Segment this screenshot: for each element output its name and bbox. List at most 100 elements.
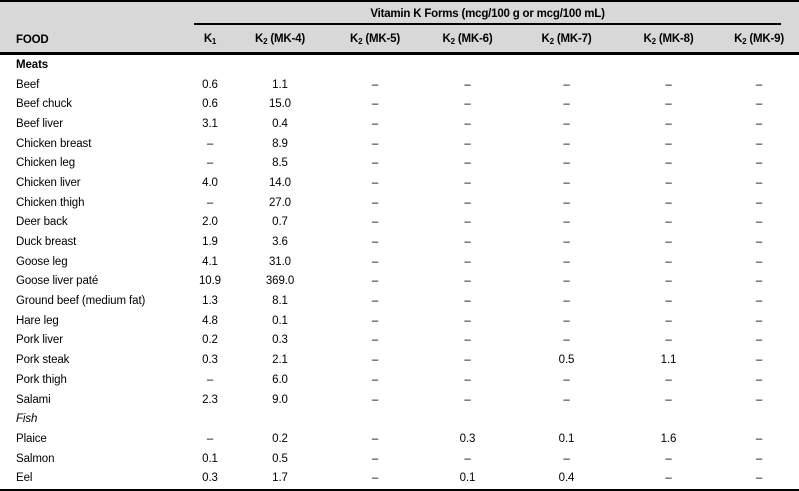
group-header-row: Vitamin K Forms (mcg/100 g or mcg/100 mL… — [0, 2, 799, 27]
value-k2-mk5: – — [330, 330, 420, 351]
value-k2-mk9: – — [719, 429, 799, 449]
value-k2-mk7: – — [515, 74, 618, 95]
value-k2-mk6: – — [420, 212, 515, 233]
table-row: Eel 0.3 1.7–0.1 0.4– – — [0, 468, 799, 489]
value-k2-mk4: 8.1 — [230, 291, 330, 311]
value-k2-mk4: 0.3 — [230, 330, 330, 351]
group-header-cell: Vitamin K Forms (mcg/100 g or mcg/100 mL… — [190, 2, 799, 27]
value-k2-mk8: – — [618, 389, 719, 410]
value-k2-mk5: – — [330, 133, 420, 154]
value-k2-mk4: 27.0 — [230, 192, 330, 213]
value-k2-mk7: – — [515, 133, 618, 154]
value-k1: 3.1 — [190, 114, 230, 134]
food-name: Ground beef (medium fat) — [0, 291, 190, 311]
value-k2-mk7: – — [515, 173, 618, 193]
table-row: Chicken thigh –27.0– – – – – — [0, 192, 799, 213]
value-k2-mk4: 8.5 — [230, 153, 330, 174]
value-k2-mk8: – — [618, 133, 719, 154]
value-k2-mk9: – — [719, 350, 799, 370]
table-row: Salmon 0.1 0.5– – – – – — [0, 448, 799, 469]
value-k1: 4.8 — [190, 310, 230, 331]
group-header-spacer — [0, 2, 190, 27]
value-k2-mk6: – — [420, 350, 515, 370]
value-k2-mk6: – — [420, 291, 515, 311]
table-row: Pork thigh –6.0– – – – – — [0, 370, 799, 390]
value-k2-mk5: – — [330, 232, 420, 252]
value-k2-mk8: – — [618, 271, 719, 292]
value-k2-mk6: – — [420, 192, 515, 213]
value-k2-mk7: – — [515, 94, 618, 115]
value-k2-mk8: – — [618, 74, 719, 95]
value-k2-mk7: – — [515, 212, 618, 233]
value-k2-mk5: – — [330, 468, 420, 489]
value-k2-mk9: – — [719, 232, 799, 252]
value-k2-mk7: – — [515, 114, 618, 134]
column-header-row: FOOD K1 K2 (MK-4) K2 (MK-5) K2 (MK-6) K2 (MK-… — [0, 27, 799, 55]
food-name: Duck breast — [0, 232, 190, 252]
value-k2-mk8: – — [618, 310, 719, 331]
value-k1: – — [190, 370, 230, 390]
value-k1: 0.2 — [190, 330, 230, 351]
food-name: Goose leg — [0, 251, 190, 272]
column-header-k2-mk7: K2 (MK-7) — [515, 27, 618, 55]
value-k2-mk6: 0.1 — [420, 468, 515, 489]
table-row: Pork liver 0.2 0.3– – – – – — [0, 330, 799, 351]
column-header-k2-mk8: K2 (MK-8) — [618, 27, 719, 55]
food-name: Beef — [0, 74, 190, 95]
value-k2-mk4: 369.0 — [230, 271, 330, 292]
value-k1: 1.3 — [190, 291, 230, 311]
value-k1: 2.3 — [190, 389, 230, 410]
value-k2-mk5: – — [330, 74, 420, 95]
value-k2-mk9: – — [719, 173, 799, 193]
value-k2-mk8: – — [618, 94, 719, 115]
value-k2-mk8: – — [618, 468, 719, 489]
value-k2-mk4: 0.2 — [230, 429, 330, 449]
food-name: Beef liver — [0, 114, 190, 134]
value-k2-mk7: – — [515, 192, 618, 213]
value-k1: 4.1 — [190, 251, 230, 272]
value-k1: 0.3 — [190, 468, 230, 489]
value-k1: 0.1 — [190, 448, 230, 469]
value-k2-mk7: – — [515, 232, 618, 252]
food-name: Pork thigh — [0, 370, 190, 390]
value-k2-mk7: – — [515, 310, 618, 331]
table-row: Plaice –0.2–0.3 0.1 1.6– — [0, 429, 799, 449]
value-k2-mk6: 0.3 — [420, 429, 515, 449]
value-k2-mk5: – — [330, 429, 420, 449]
value-k2-mk6: – — [420, 448, 515, 469]
value-k2-mk6: – — [420, 389, 515, 410]
value-k2-mk9: – — [719, 330, 799, 351]
value-k2-mk8: – — [618, 448, 719, 469]
food-name: Chicken thigh — [0, 192, 190, 213]
value-k2-mk7: 0.1 — [515, 429, 618, 449]
value-k2-mk7: – — [515, 330, 618, 351]
value-k2-mk4: 31.0 — [230, 251, 330, 272]
value-k2-mk8: – — [618, 212, 719, 233]
value-k2-mk9: – — [719, 153, 799, 174]
column-header-k2-mk6: K2 (MK-6) — [420, 27, 515, 55]
value-k2-mk8: 1.1 — [618, 350, 719, 370]
value-k2-mk9: – — [719, 74, 799, 95]
section-row: Meats — [0, 53, 799, 75]
value-k2-mk6: – — [420, 74, 515, 95]
table-body: Meats Beef 0.6 1.1– – – – – Beef chuck 0.6 15.0– – –… — [0, 53, 799, 489]
value-k2-mk6: – — [420, 330, 515, 351]
food-name: Salami — [0, 389, 190, 410]
value-k2-mk9: – — [719, 271, 799, 292]
table-row: Chicken breast –8.9– – – – – — [0, 133, 799, 154]
value-k2-mk4: 0.1 — [230, 310, 330, 331]
value-k2-mk9: – — [719, 94, 799, 115]
value-k2-mk6: – — [420, 271, 515, 292]
table-header: Vitamin K Forms (mcg/100 g or mcg/100 mL… — [0, 2, 799, 55]
value-k2-mk5: – — [330, 271, 420, 292]
value-k2-mk7: – — [515, 370, 618, 390]
value-k1: 1.9 — [190, 232, 230, 252]
value-k2-mk4: 0.4 — [230, 114, 330, 134]
section-label: Fish — [0, 409, 799, 430]
value-k1: – — [190, 192, 230, 213]
value-k1: 4.0 — [190, 173, 230, 193]
column-header-food: FOOD — [0, 27, 190, 55]
value-k2-mk8: – — [618, 251, 719, 272]
value-k1: 2.0 — [190, 212, 230, 233]
